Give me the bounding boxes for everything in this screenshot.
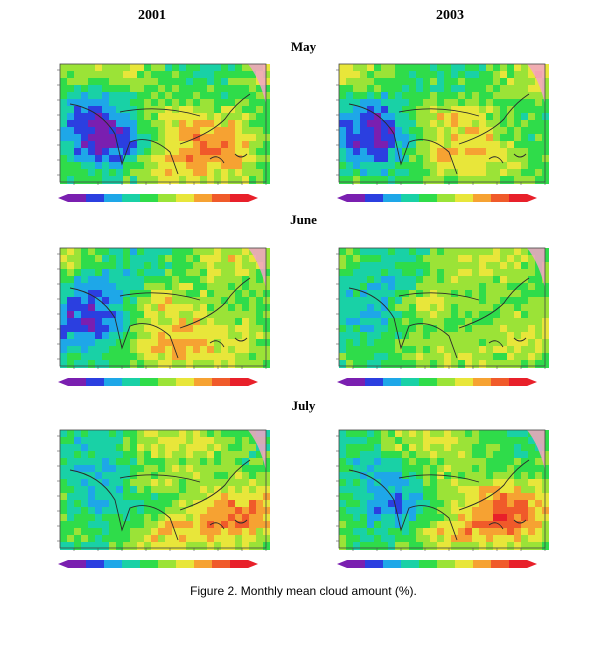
map-panel-2001-july: [48, 426, 270, 576]
colorbar: [58, 558, 258, 570]
map-panel-2003-may: [327, 60, 549, 210]
map-panel-2001-june: [48, 244, 270, 394]
colorbar: [337, 558, 537, 570]
column-title-2001: 2001: [138, 8, 166, 23]
colorbar: [58, 376, 258, 388]
colorbar: [58, 192, 258, 204]
cloud-map: [48, 60, 270, 188]
map-panel-2003-june: [327, 244, 549, 394]
figure-caption: Figure 2. Monthly mean cloud amount (%).: [190, 584, 417, 598]
map-panel-2001-may: [48, 60, 270, 210]
colorbar: [337, 192, 537, 204]
colorbar: [337, 376, 537, 388]
map-panel-2003-july: [327, 426, 549, 576]
cloud-map: [48, 244, 270, 372]
row-title-june: June: [290, 212, 317, 227]
row-title-july: July: [291, 398, 316, 413]
cloud-map: [327, 60, 549, 188]
cloud-map: [327, 426, 549, 554]
cloud-map: [327, 244, 549, 372]
cloud-map: [48, 426, 270, 554]
column-title-2003: 2003: [436, 8, 464, 23]
row-title-may: May: [290, 39, 317, 54]
